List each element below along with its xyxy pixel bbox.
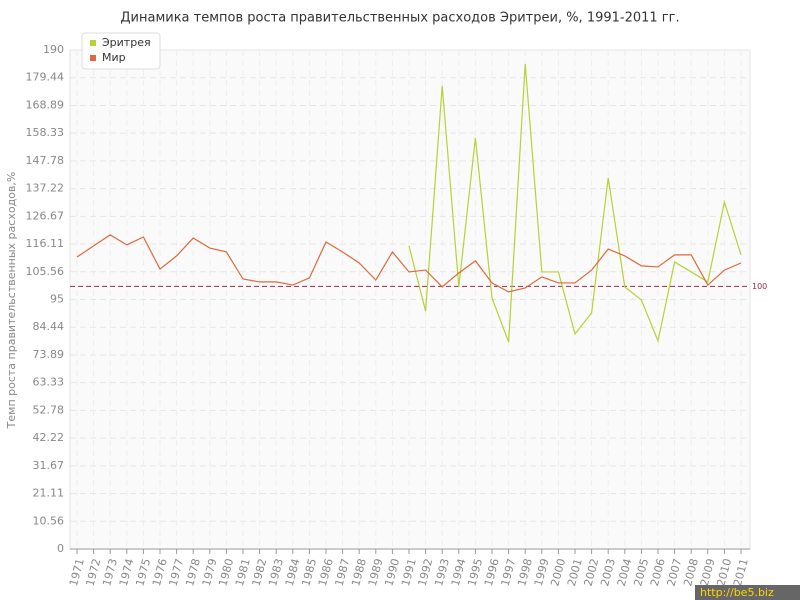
watermark: http://be5.biz (700, 586, 774, 599)
y-tick-label: 42.22 (33, 431, 65, 444)
series-line (76, 234, 742, 293)
y-axis-label: Темп роста правительственных расходов,% (5, 172, 18, 430)
y-tick-label: 63.33 (33, 376, 65, 389)
legend: Эритрея Мир (81, 32, 161, 70)
y-tick-label: 21.11 (33, 487, 65, 500)
watermark-bg (695, 585, 800, 600)
y-tick-label: 84.44 (33, 320, 65, 333)
y-tick-label: 116.11 (26, 237, 65, 250)
legend-label: Эритрея (102, 36, 151, 49)
series-line (408, 63, 742, 344)
legend-swatch (90, 55, 96, 61)
y-tick-label: 52.78 (33, 403, 65, 416)
x-tick-label: 2011 (731, 557, 751, 587)
chart-title: Динамика темпов роста правительственных … (120, 11, 679, 26)
y-tick-label: 105.56 (26, 265, 65, 278)
y-tick-label: 31.67 (33, 459, 65, 472)
legend-swatch (90, 40, 96, 46)
y-tick-label: 158.33 (26, 126, 65, 139)
y-tick-label: 73.89 (33, 348, 65, 361)
y-tick-label: 10.56 (33, 514, 65, 527)
y-tick-label: 168.89 (26, 98, 65, 111)
y-tick-label: 190 (43, 43, 64, 56)
y-tick-label: 0 (57, 542, 64, 555)
y-tick-label: 137.22 (26, 182, 65, 195)
legend-box (81, 32, 161, 70)
reference-label: 100 (752, 282, 767, 291)
legend-label: Мир (102, 51, 126, 64)
y-tick-label: 147.78 (26, 154, 65, 167)
y-tick-label: 95 (50, 293, 64, 306)
y-tick-label: 126.67 (26, 209, 65, 222)
y-tick-label: 179.44 (26, 71, 65, 84)
